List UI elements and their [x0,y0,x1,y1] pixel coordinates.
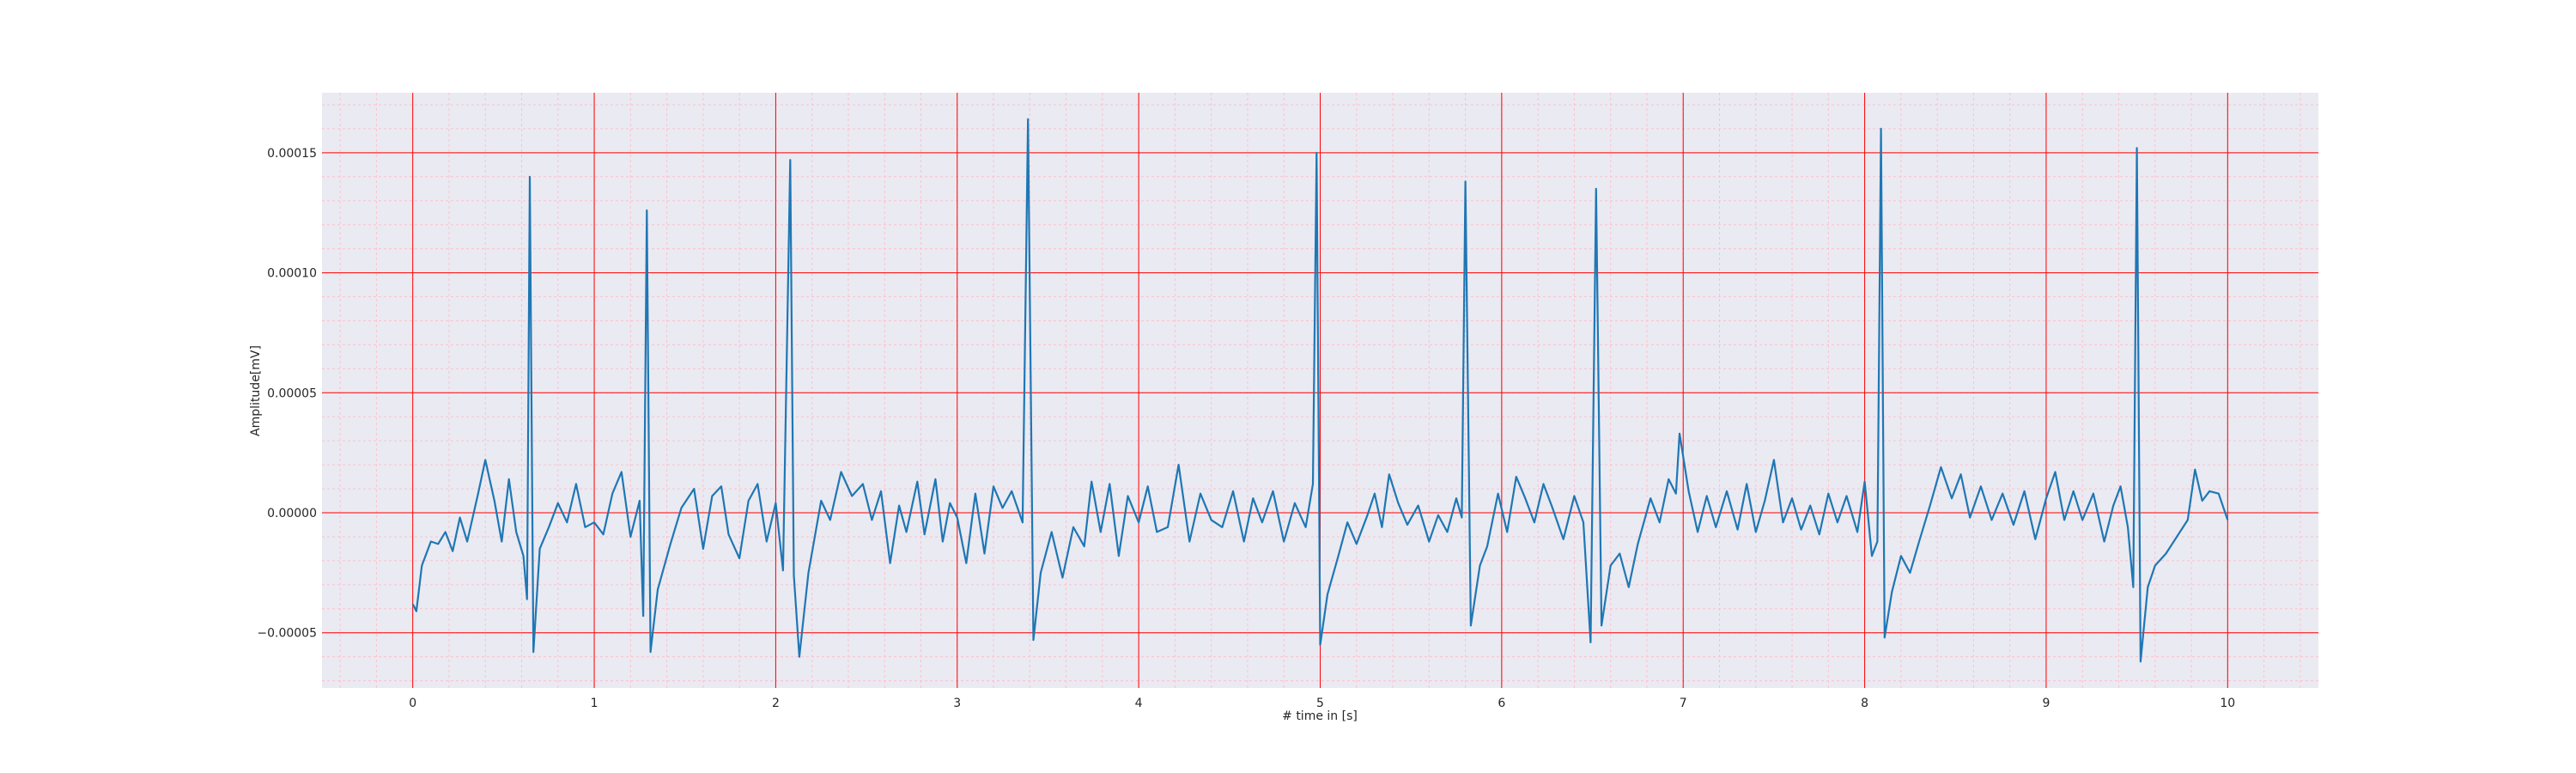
y-tick-label: 0.00000 [267,507,317,520]
y-axis-label: Amplitude[mV] [249,345,263,436]
x-axis-label: # time in [s] [1282,709,1358,723]
major-grid [322,93,2318,688]
x-tick-label: 10 [2220,697,2235,710]
x-axis-ticks: 0 1 2 3 4 5 6 7 8 9 10 [409,697,2235,710]
x-tick-label: 7 [1680,697,1687,710]
x-tick-label: 6 [1498,697,1505,710]
x-tick-label: 1 [591,697,598,710]
ecg-series-line [411,118,2229,663]
x-tick-label: 8 [1861,697,1868,710]
x-tick-label: 9 [2042,697,2050,710]
x-tick-label: 0 [409,697,416,710]
series-layer [411,118,2229,663]
y-tick-label: 0.00015 [267,147,317,161]
x-tick-label: 5 [1316,697,1324,710]
y-axis-ticks: −0.00005 0.00000 0.00005 0.00010 0.00015 [257,147,317,641]
y-tick-label: 0.00010 [267,267,317,281]
x-tick-label: 2 [772,697,780,710]
x-tick-label: 4 [1135,697,1143,710]
y-tick-label: −0.00005 [257,627,317,641]
x-tick-label: 3 [953,697,961,710]
y-tick-label: 0.00005 [267,386,317,400]
